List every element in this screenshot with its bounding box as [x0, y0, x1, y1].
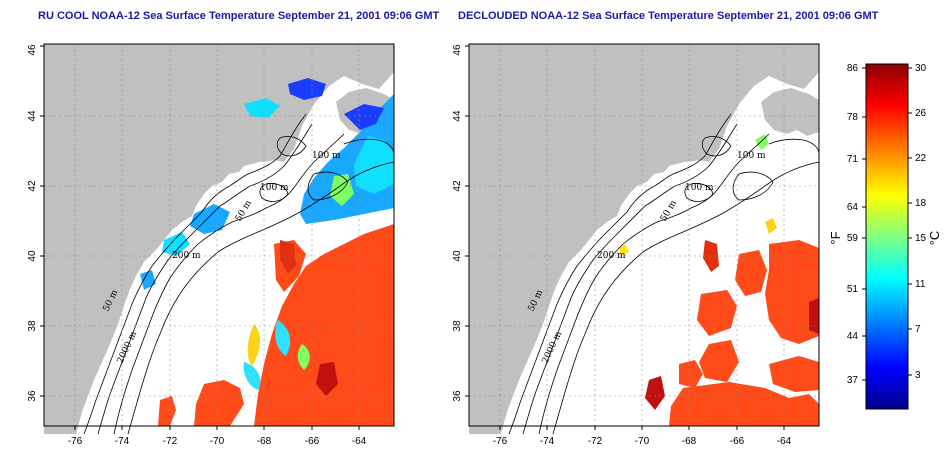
fahrenheit-tick: 71: [847, 154, 859, 165]
left-lon-tick: -64: [352, 436, 367, 447]
right-lat-tick: 46: [452, 44, 463, 56]
left-lon-tick: -70: [210, 436, 225, 447]
celsius-tick: 18: [915, 198, 927, 209]
fahrenheit-unit-label: °F: [828, 231, 843, 244]
contour-label-100m-a: 100 m: [737, 151, 766, 161]
celsius-tick: 11: [915, 279, 926, 290]
right-lat-tick: 36: [452, 390, 463, 402]
celsius-tick: 7: [915, 324, 921, 335]
left-map-title: RU COOL NOAA-12 Sea Surface Temperature …: [38, 10, 440, 22]
celsius-unit-label: °C: [927, 231, 942, 246]
left-lat-tick: 38: [27, 320, 38, 332]
right-map-frame: [468, 43, 820, 427]
fahrenheit-tick: 59: [847, 233, 859, 244]
right-map-title: DECLOUDED NOAA-12 Sea Surface Temperatur…: [458, 10, 879, 22]
fahrenheit-tick: 86: [847, 63, 859, 74]
contour-label-200m: 200 m: [597, 251, 626, 261]
left-lat-tick: 40: [27, 250, 38, 262]
left-lon-tick: -72: [163, 436, 178, 447]
fahrenheit-tick: 78: [847, 112, 859, 123]
left-lat-tick: 36: [27, 390, 38, 402]
fahrenheit-tick: 64: [847, 202, 859, 213]
left-sst-cool-field: [140, 78, 394, 290]
fahrenheit-tick: 44: [847, 331, 859, 342]
right-sst-field: [619, 134, 819, 426]
fahrenheit-tick: 37: [847, 375, 859, 386]
right-lon-tick: -68: [682, 436, 697, 447]
left-map-panel: 100 m 100 m 50 m 200 m 50 m 2000 m -: [27, 43, 395, 447]
celsius-tick: 30: [915, 63, 927, 74]
left-lon-tick: -68: [257, 436, 272, 447]
left-lat-tick: 46: [27, 44, 38, 56]
right-map-panel: 100 m 100 m 50 m 200 m 50 m 2000 m -76 -: [452, 43, 820, 447]
fahrenheit-tick: 51: [847, 284, 859, 295]
right-lon-tick: -74: [540, 436, 555, 447]
right-lat-tick: 40: [452, 250, 463, 262]
contour-label-100m-b: 100 m: [260, 183, 289, 193]
left-lon-tick: -66: [305, 436, 320, 447]
left-lon-tick: -76: [68, 436, 83, 447]
celsius-tick: 3: [915, 370, 921, 381]
colorbar-gradient: [865, 63, 909, 410]
right-lon-tick: -66: [730, 436, 745, 447]
right-lon-tick: -64: [777, 436, 792, 447]
left-lat-tick: 42: [27, 180, 38, 192]
celsius-tick: 26: [915, 108, 927, 119]
temperature-colorbar: 86 78 71 64 59 51 44 37 30 26 22 18 15 1…: [828, 63, 942, 410]
left-map-frame: [43, 43, 395, 427]
left-lat-tick: 44: [27, 110, 38, 122]
left-lon-tick: -74: [115, 436, 130, 447]
right-lon-tick: -76: [493, 436, 508, 447]
right-lat-tick: 38: [452, 320, 463, 332]
right-graticule: [469, 44, 819, 426]
contour-label-100m-a: 100 m: [312, 151, 341, 161]
contour-label-200m: 200 m: [172, 251, 201, 261]
left-graticule: [44, 44, 394, 426]
right-lat-tick: 42: [452, 180, 463, 192]
right-lon-tick: -72: [588, 436, 603, 447]
right-lat-tick: 44: [452, 110, 463, 122]
celsius-tick: 22: [915, 153, 927, 164]
right-lon-tick: -70: [635, 436, 650, 447]
celsius-tick: 15: [915, 233, 927, 244]
contour-label-100m-b: 100 m: [685, 183, 714, 193]
